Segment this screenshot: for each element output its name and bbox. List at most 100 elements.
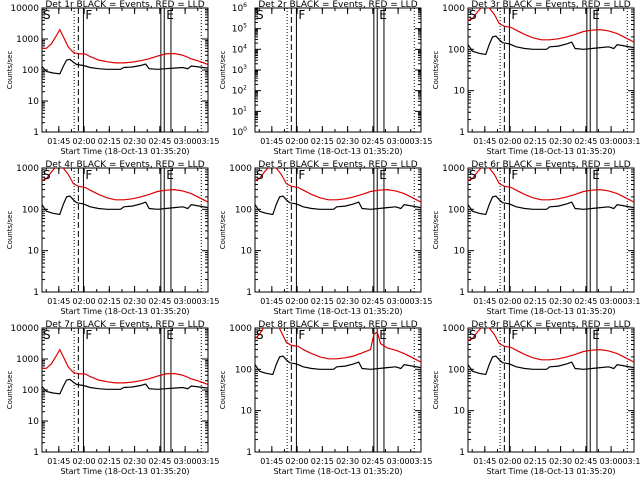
x-tick-label: 03:15 (409, 297, 432, 306)
x-tick-label: 01:45 (260, 137, 283, 146)
y-tick-label: 100 (448, 45, 465, 55)
y-axis-label: Counts/sec (219, 211, 227, 250)
chart-title: Det 4r BLACK = Events, RED = LLD (45, 160, 204, 170)
x-axis-label: Start Time (18-Oct-13 01:35:20) (486, 147, 615, 156)
detector-panel: 1 10 100 1000 01:45 02:00 02:15 02:30 02:45 03:00… (432, 160, 640, 316)
detector-panel: 100 101 102 103 104 105 106 01:45 02:00 02:15 02:3… (219, 0, 433, 156)
y-axis-label: Counts/sec (6, 51, 14, 90)
marker-flare-label: F (85, 8, 92, 22)
plot-frame (41, 167, 209, 293)
y-tick-label: 100 (448, 205, 465, 215)
x-tick-label: 02:45 (574, 137, 597, 146)
y-tick-label: 102 (232, 85, 247, 97)
lld-series-line (468, 8, 634, 43)
x-tick-label: 02:45 (148, 137, 171, 146)
marker-flare-label: F (85, 328, 92, 342)
events-series-line (42, 58, 208, 75)
x-tick-label: 02:45 (361, 137, 384, 146)
x-tick-label: 03:15 (409, 457, 432, 466)
marker-start-label: S (43, 168, 51, 182)
y-tick-label: 1 (459, 448, 465, 458)
x-tick-label: 03:00 (387, 457, 410, 466)
x-tick-label: 02:15 (524, 137, 547, 146)
y-tick-label: 1 (33, 128, 39, 138)
x-tick-label: 01:45 (260, 297, 283, 306)
y-tick-label: 105 (232, 23, 247, 35)
x-tick-label: 02:45 (361, 297, 384, 306)
detector-panel: 1 10 100 1000 01:45 02:00 02:15 02:30 02:45 03:00… (432, 0, 640, 156)
plot-frame (254, 167, 422, 293)
series-group (468, 328, 634, 376)
y-axis-label: Counts/sec (219, 371, 227, 410)
x-tick-label: 02:00 (499, 137, 522, 146)
marker-start-label: S (43, 328, 51, 342)
lld-series-line (255, 168, 421, 203)
x-tick-label: 03:15 (196, 457, 219, 466)
x-axis-label: Start Time (18-Oct-13 01:35:20) (60, 307, 189, 316)
x-tick-label: 02:00 (499, 457, 522, 466)
x-tick-label: 03:00 (387, 137, 410, 146)
y-tick-label: 1 (246, 448, 252, 458)
x-axis-label: Start Time (18-Oct-13 01:35:20) (60, 147, 189, 156)
x-tick-label: 02:00 (73, 137, 96, 146)
x-tick-label: 03:15 (622, 457, 640, 466)
y-tick-label: 10 (28, 417, 40, 427)
x-tick-label: 02:45 (574, 457, 597, 466)
series-group (255, 328, 421, 376)
lld-series-line (42, 348, 208, 386)
x-tick-label: 03:15 (622, 137, 640, 146)
y-tick-label: 100 (235, 365, 252, 375)
x-tick-label: 03:00 (600, 137, 623, 146)
x-tick-label: 03:00 (600, 297, 623, 306)
y-tick-label: 100 (22, 386, 39, 396)
y-tick-label: 1000 (442, 164, 465, 174)
y-tick-label: 100 (235, 205, 252, 215)
marker-end-label: E (166, 8, 174, 22)
chart-title: Det 9r BLACK = Events, RED = LLD (471, 320, 630, 330)
detector-panel: 1 10 100 1000 10000 01:45 02:00 02:15 02:30 02:45… (6, 0, 220, 156)
marker-flare-label: F (85, 168, 92, 182)
marker-start-label: S (469, 328, 477, 342)
y-tick-label: 101 (232, 105, 247, 117)
x-tick-label: 02:15 (98, 137, 121, 146)
y-axis-label: Counts/sec (432, 371, 440, 410)
x-tick-label: 02:30 (549, 297, 572, 306)
detector-panel: 1 10 100 1000 10000 01:45 02:00 02:15 02:30 02:45… (6, 320, 220, 476)
x-axis-label: Start Time (18-Oct-13 01:35:20) (60, 467, 189, 476)
plot-frame (467, 167, 635, 293)
plot-frame (467, 327, 635, 453)
chart-title: Det 2r BLACK = Events, RED = LLD (258, 0, 417, 10)
y-tick-label: 1000 (16, 355, 39, 365)
x-tick-label: 01:45 (473, 297, 496, 306)
events-series-line (42, 378, 208, 395)
y-tick-label: 10000 (10, 4, 39, 14)
series-group (42, 168, 208, 216)
chart-title: Det 6r BLACK = Events, RED = LLD (471, 160, 630, 170)
y-tick-label: 1 (459, 288, 465, 298)
x-tick-label: 01:45 (47, 297, 70, 306)
chart-title: Det 5r BLACK = Events, RED = LLD (258, 160, 417, 170)
detector-panel: 1 10 100 1000 01:45 02:00 02:15 02:30 02:45 03:00… (219, 320, 433, 476)
x-axis-label: Start Time (18-Oct-13 01:35:20) (273, 467, 402, 476)
marker-end-label: E (592, 328, 600, 342)
x-axis-label: Start Time (18-Oct-13 01:35:20) (486, 467, 615, 476)
x-tick-label: 02:30 (123, 297, 146, 306)
x-tick-label: 03:15 (196, 137, 219, 146)
marker-end-label: E (379, 168, 387, 182)
x-tick-label: 02:00 (286, 297, 309, 306)
detector-panel: 1 10 100 1000 01:45 02:00 02:15 02:30 02:45 03:00… (219, 160, 433, 316)
chart-title: Det 3r BLACK = Events, RED = LLD (471, 0, 630, 10)
marker-flare-label: F (511, 328, 518, 342)
series-group (468, 8, 634, 56)
marker-start-label: S (469, 8, 477, 22)
marker-start-label: S (256, 168, 264, 182)
marker-start-label: S (256, 328, 264, 342)
x-tick-label: 02:00 (286, 137, 309, 146)
y-axis-label: Counts/sec (219, 51, 227, 90)
y-tick-label: 104 (232, 43, 247, 55)
x-tick-label: 02:30 (336, 137, 359, 146)
x-tick-label: 03:00 (174, 297, 197, 306)
y-tick-label: 1000 (442, 324, 465, 334)
y-tick-label: 10 (241, 407, 253, 417)
events-series-line (468, 195, 634, 216)
